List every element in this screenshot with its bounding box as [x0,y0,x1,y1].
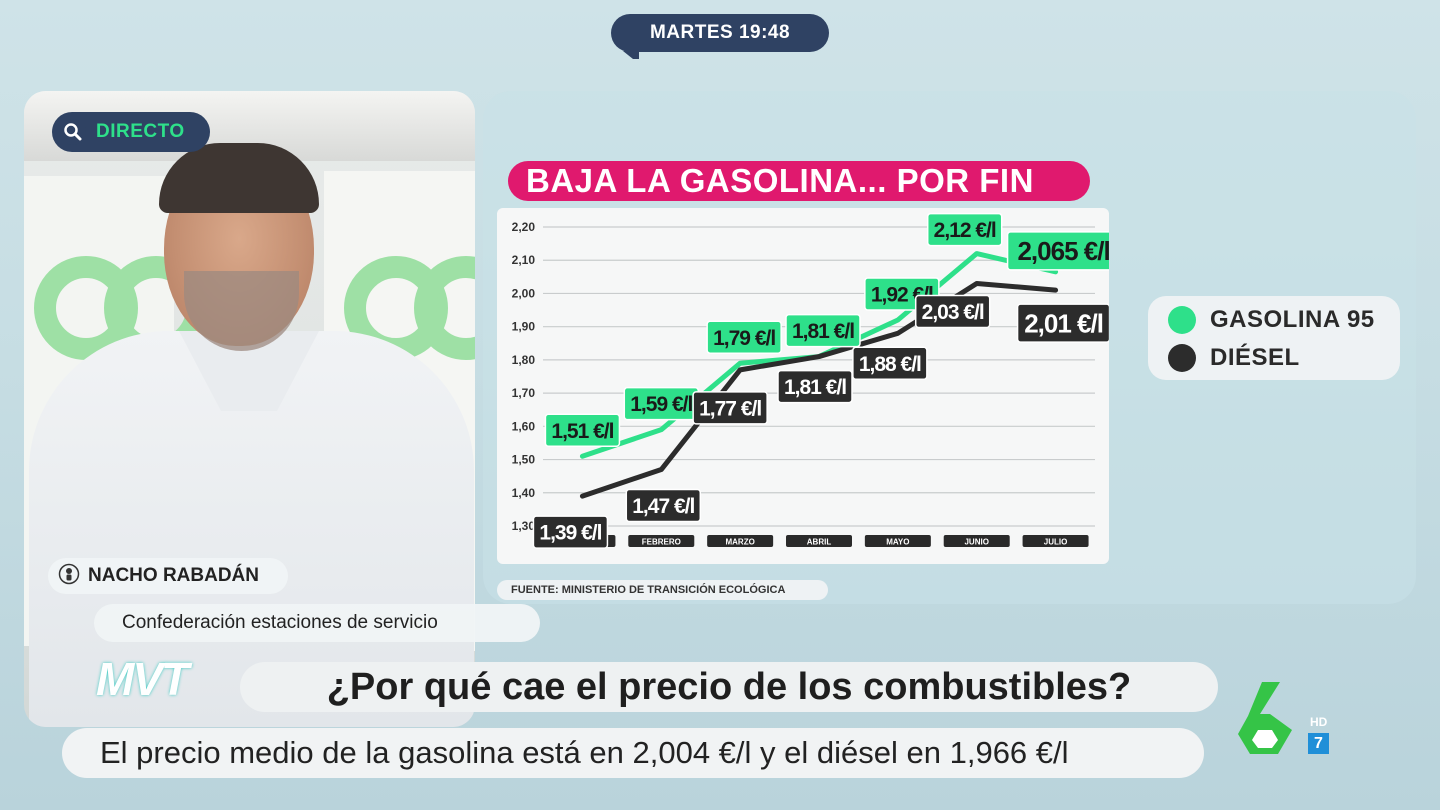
live-label: DIRECTO [96,121,185,142]
y-tick-label: 1,80 [512,353,536,367]
data-label-box [777,369,853,404]
data-label-diesel: 1,88 €/l [852,346,928,381]
subline-text: El precio medio de la gasolina está en 2… [100,735,1069,770]
data-label-box [544,413,621,447]
speaker-name-tag: NACHO RABADÁN [48,558,288,594]
headline-text: ¿Por qué cae el precio de los combustibl… [326,665,1132,708]
live-badge: DIRECTO [52,112,210,152]
y-tick-label: 1,30 [512,519,536,533]
legend-swatch-gasolina [1168,306,1196,334]
data-label-text: 1,79 €/l [713,327,775,350]
data-label-text: 1,88 €/l [859,353,921,376]
x-tick-label: JULIO [1044,538,1068,547]
data-label-text: 1,47 €/l [632,495,694,518]
data-label-text: 1,51 €/l [551,420,613,443]
data-label-gasolina: 2,12 €/l [926,212,1003,247]
series-line-diesel [579,280,1059,499]
chart-title: BAJA LA GASOLINA... POR FIN [526,162,1034,199]
data-label-diesel: 2,03 €/l [914,294,991,329]
subline-bar: El precio medio de la gasolina está en 2… [62,728,1204,778]
y-tick-label: 1,50 [512,453,536,467]
chart-title-band: BAJA LA GASOLINA... POR FIN [508,161,1090,201]
data-label-text: 1,59 €/l [630,393,692,416]
headline-bar: ¿Por qué cae el precio de los combustibl… [240,662,1218,712]
x-tick-label: JUNIO [964,538,988,547]
x-tick-box [864,535,931,547]
data-label-box [914,294,991,329]
data-label-text: 2,12 €/l [934,219,996,242]
data-label-box [532,515,609,549]
data-label-text: 2,01 €/l [1024,308,1103,338]
legend-swatch-diesel [1168,344,1196,372]
series-lines [579,251,1059,499]
y-tick-label: 2,00 [512,286,536,300]
x-tick-label: ABRIL [807,538,832,547]
x-tick-layer: ENEROFEBREROMARZOABRILMAYOJUNIOJULIO [549,535,1089,547]
y-tick-label: 1,90 [512,320,536,334]
program-logo: MVT [96,653,189,705]
y-tick-layer: 1,30 1,40 1,50 1,60 1,70 1,80 1,90 2,00 2,10 2,20 [512,220,536,533]
data-label-box [1006,231,1109,271]
data-label-box [625,488,702,523]
speaker-role: Confederación estaciones de servicio [122,612,438,633]
y-tick-label: 2,20 [512,220,536,234]
data-label-text: 1,77 €/l [699,397,761,420]
data-label-gasolina: 1,51 €/l [544,413,621,447]
data-label-box [706,320,782,354]
data-label-gasolina: 1,81 €/l [785,313,861,348]
channel-number-badge: 7 [1308,733,1329,754]
data-label-diesel: 1,81 €/l [777,369,853,404]
data-label-text: 1,81 €/l [792,320,854,343]
y-tick-label: 2,10 [512,253,536,267]
y-tick-label: 1,60 [512,419,536,433]
speaker-role-tag: Confederación estaciones de servicio [94,604,540,642]
legend-label-diesel: DIÉSEL [1210,344,1300,371]
x-tick-label: MAYO [886,538,909,547]
legend-item-gasolina: GASOLINA 95 [1168,306,1375,334]
data-label-gasolina: 2,065 €/l [1006,231,1109,271]
source-label: FUENTE: MINISTERIO DE TRANSICIÓN ECOLÓGI… [511,584,786,596]
x-tick-box [1022,535,1089,547]
video-panel [24,91,475,727]
channel-logo-icon [1238,682,1292,754]
data-label-box [926,212,1003,247]
data-label-box [1016,303,1109,343]
time-label: MARTES 19:48 [649,22,791,43]
x-tick-box [943,535,1010,547]
line-chart: 1,30 1,40 1,50 1,60 1,70 1,80 1,90 2,00 2,10 2,20… [497,208,1109,564]
y-tick-label: 1,70 [512,386,536,400]
source-note: FUENTE: MINISTERIO DE TRANSICIÓN ECOLÓGI… [497,580,828,600]
time-pill: MARTES 19:48 [611,14,829,59]
data-label-diesel: 1,77 €/l [692,391,768,425]
x-tick-label: MARZO [725,538,754,547]
x-tick-box [786,535,852,547]
data-label-text: 1,39 €/l [539,522,601,545]
data-label-box [852,346,928,381]
legend-item-diesel: DIÉSEL [1168,344,1300,372]
x-tick-box [628,535,695,547]
legend-label-gasolina: GASOLINA 95 [1210,306,1375,333]
data-label-gasolina: 1,59 €/l [623,386,700,421]
person-hair [159,143,319,213]
person-icon [58,563,80,590]
data-label-text: 2,065 €/l [1017,236,1109,266]
data-label-box [692,391,768,425]
data-label-box [785,313,861,348]
data-labels: 1,51 €/l1,59 €/l1,79 €/l 1,81 €/l1,92 €/l… [532,212,1109,549]
hd-badge: HD [1310,715,1328,729]
data-label-diesel: 2,01 €/l [1016,303,1109,343]
search-icon [60,119,86,145]
x-tick-box [707,535,774,547]
x-tick-label: FEBRERO [642,538,681,547]
data-label-text: 1,81 €/l [784,376,846,399]
y-tick-label: 1,40 [512,486,536,500]
time-pill-tail [623,51,639,59]
data-label-diesel: 1,47 €/l [625,488,702,523]
speaker-name: NACHO RABADÁN [88,565,259,586]
data-label-diesel: 1,39 €/l [532,515,609,549]
data-label-gasolina: 1,79 €/l [706,320,782,354]
chart-legend: GASOLINA 95 DIÉSEL [1148,296,1400,380]
data-label-text: 2,03 €/l [922,301,984,324]
